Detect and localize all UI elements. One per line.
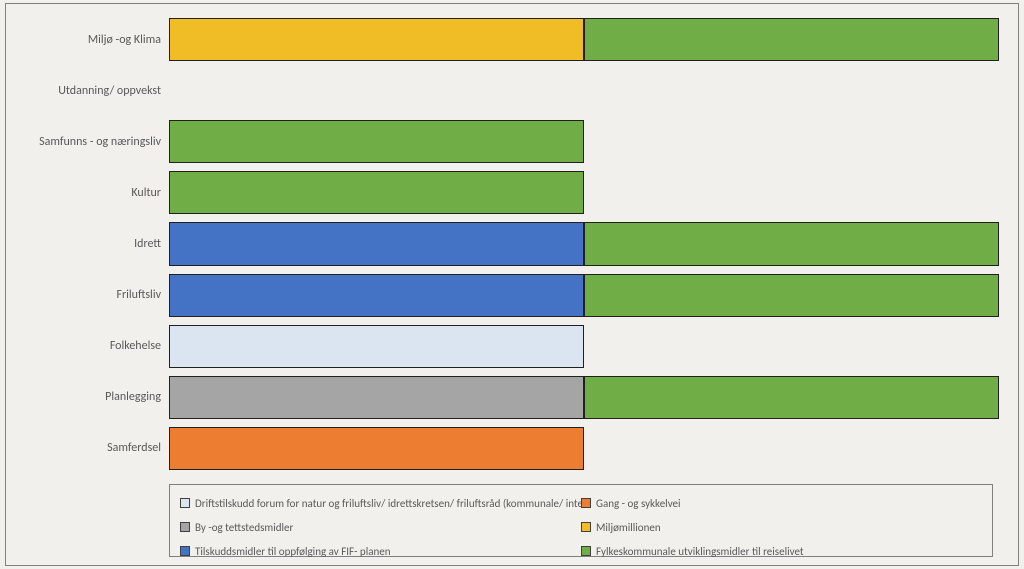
legend-item: Miljømillionen (581, 521, 982, 534)
bar-segment (169, 274, 584, 317)
category-label: Folkehelse (14, 321, 169, 372)
chart-frame: Miljø -og KlimaUtdanning/ oppvekstSamfun… (5, 3, 1019, 566)
bar-stack (169, 69, 999, 112)
bar-stack (169, 18, 999, 61)
bar-segment (584, 222, 999, 265)
bar-stack (169, 171, 999, 214)
legend-swatch (581, 522, 591, 532)
legend-label: Fylkeskommunale utviklingsmidler til rei… (596, 545, 804, 558)
legend-swatch (180, 522, 190, 532)
bar-segment (584, 274, 999, 317)
legend-swatch (581, 498, 591, 508)
category-label: Kultur (14, 167, 169, 218)
category-label: Planlegging (14, 372, 169, 423)
legend-item: Tilskuddsmidler til oppfølging av FIF- p… (180, 545, 581, 558)
category-label: Friluftsliv (14, 270, 169, 321)
bar-stack (169, 274, 999, 317)
bar-row: Miljø -og Klima (169, 14, 999, 65)
bar-segment (584, 376, 999, 419)
bar-segment (169, 427, 584, 470)
bar-segment (169, 222, 584, 265)
bar-segment (169, 18, 584, 61)
bar-segment (169, 120, 584, 163)
category-label: Samfunns - og næringsliv (14, 116, 169, 167)
bar-row: Idrett (169, 218, 999, 269)
legend: Driftstilskudd forum for natur og friluf… (169, 484, 993, 557)
bar-row: Friluftsliv (169, 270, 999, 321)
legend-swatch (581, 546, 591, 556)
bar-row: Utdanning/ oppvekst (169, 65, 999, 116)
bar-segment (169, 325, 584, 368)
legend-item: Fylkeskommunale utviklingsmidler til rei… (581, 545, 982, 558)
legend-label: By -og tettstedsmidler (195, 521, 293, 534)
category-label: Utdanning/ oppvekst (14, 65, 169, 116)
legend-label: Tilskuddsmidler til oppfølging av FIF- p… (195, 545, 391, 558)
bar-segment (584, 18, 999, 61)
bar-row: Folkehelse (169, 321, 999, 372)
legend-item: Gang - og sykkelvei (581, 497, 982, 510)
legend-swatch (180, 546, 190, 556)
category-label: Idrett (14, 218, 169, 269)
category-label: Samferdsel (14, 423, 169, 474)
bar-stack (169, 325, 999, 368)
bar-row: Kultur (169, 167, 999, 218)
bar-stack (169, 120, 999, 163)
bar-stack (169, 376, 999, 419)
category-label: Miljø -og Klima (14, 14, 169, 65)
bar-row: Planlegging (169, 372, 999, 423)
legend-item: By -og tettstedsmidler (180, 521, 581, 534)
legend-swatch (180, 498, 190, 508)
bar-segment (169, 171, 584, 214)
bar-row: Samferdsel (169, 423, 999, 474)
legend-item: Driftstilskudd forum for natur og friluf… (180, 497, 581, 510)
plot-area: Miljø -og KlimaUtdanning/ oppvekstSamfun… (169, 14, 999, 474)
bar-segment (169, 376, 584, 419)
bar-stack (169, 222, 999, 265)
legend-label: Gang - og sykkelvei (596, 497, 681, 510)
bar-stack (169, 427, 999, 470)
bar-row: Samfunns - og næringsliv (169, 116, 999, 167)
legend-label: Miljømillionen (596, 521, 661, 534)
legend-label: Driftstilskudd forum for natur og friluf… (195, 497, 581, 510)
